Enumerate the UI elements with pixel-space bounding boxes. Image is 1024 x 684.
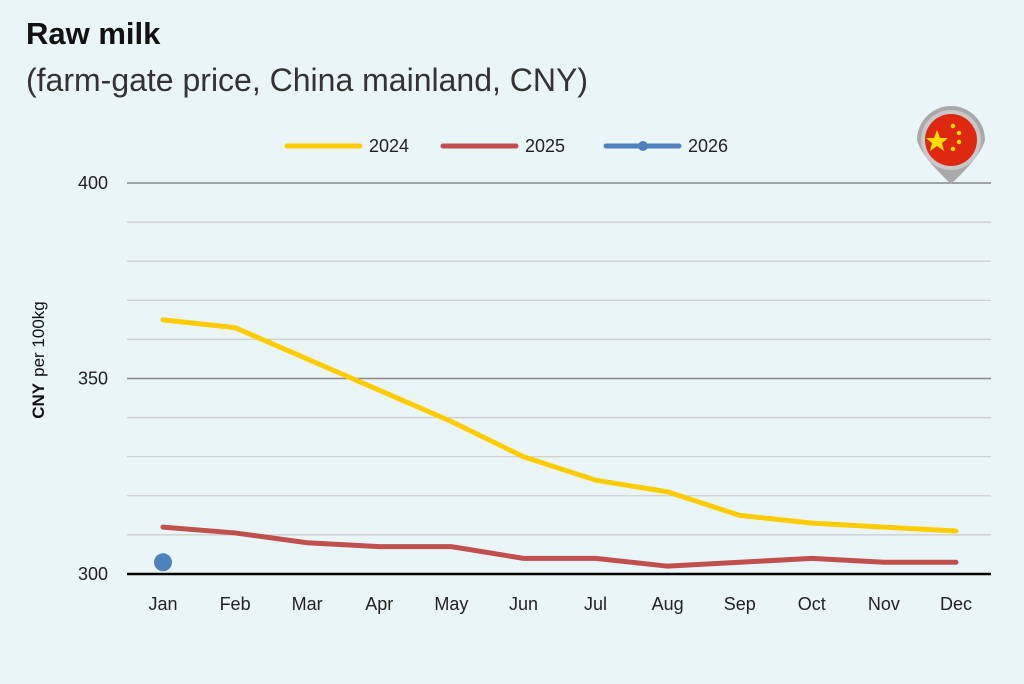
legend-label-2024: 2024 (369, 136, 409, 156)
x-tick-label: Jan (148, 594, 177, 614)
chart-subtitle: (farm-gate price, China mainland, CNY) (26, 62, 588, 98)
legend-marker-2026 (638, 141, 648, 151)
series-line-2025 (160, 524, 959, 569)
x-tick-label: Nov (868, 594, 900, 614)
china-flag-pin-icon (917, 106, 985, 184)
x-tick-label: Jul (584, 594, 607, 614)
legend-label-2026: 2026 (688, 136, 728, 156)
x-tick-label: Oct (798, 594, 826, 614)
y-tick-label: 300 (78, 564, 108, 584)
x-tick-label: Dec (940, 594, 972, 614)
y-axis-label: CNYper 100kg (29, 301, 48, 419)
x-tick-label: Aug (652, 594, 684, 614)
chart-title: Raw milk (26, 16, 161, 51)
x-tick-label: Sep (724, 594, 756, 614)
legend-label-2025: 2025 (525, 136, 565, 156)
y-tick-label: 400 (78, 173, 108, 193)
x-tick-label: Feb (220, 594, 251, 614)
series-line-2024 (160, 317, 959, 534)
y-tick-label: 350 (78, 369, 108, 389)
x-tick-label: May (434, 594, 468, 614)
x-tick-label: Apr (365, 594, 393, 614)
x-tick-label: Jun (509, 594, 538, 614)
x-tick-label: Mar (292, 594, 323, 614)
data-point-2026 (154, 553, 172, 572)
